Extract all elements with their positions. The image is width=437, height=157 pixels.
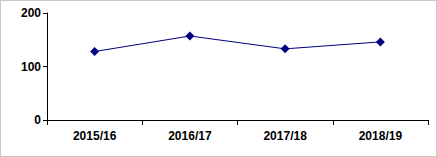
svg-text:0: 0 (34, 113, 41, 127)
svg-text:2018/19: 2018/19 (359, 129, 403, 143)
svg-text:2016/17: 2016/17 (168, 129, 212, 143)
svg-text:2015/16: 2015/16 (73, 129, 117, 143)
svg-text:200: 200 (21, 6, 41, 20)
svg-text:100: 100 (21, 60, 41, 74)
svg-text:2017/18: 2017/18 (263, 129, 307, 143)
